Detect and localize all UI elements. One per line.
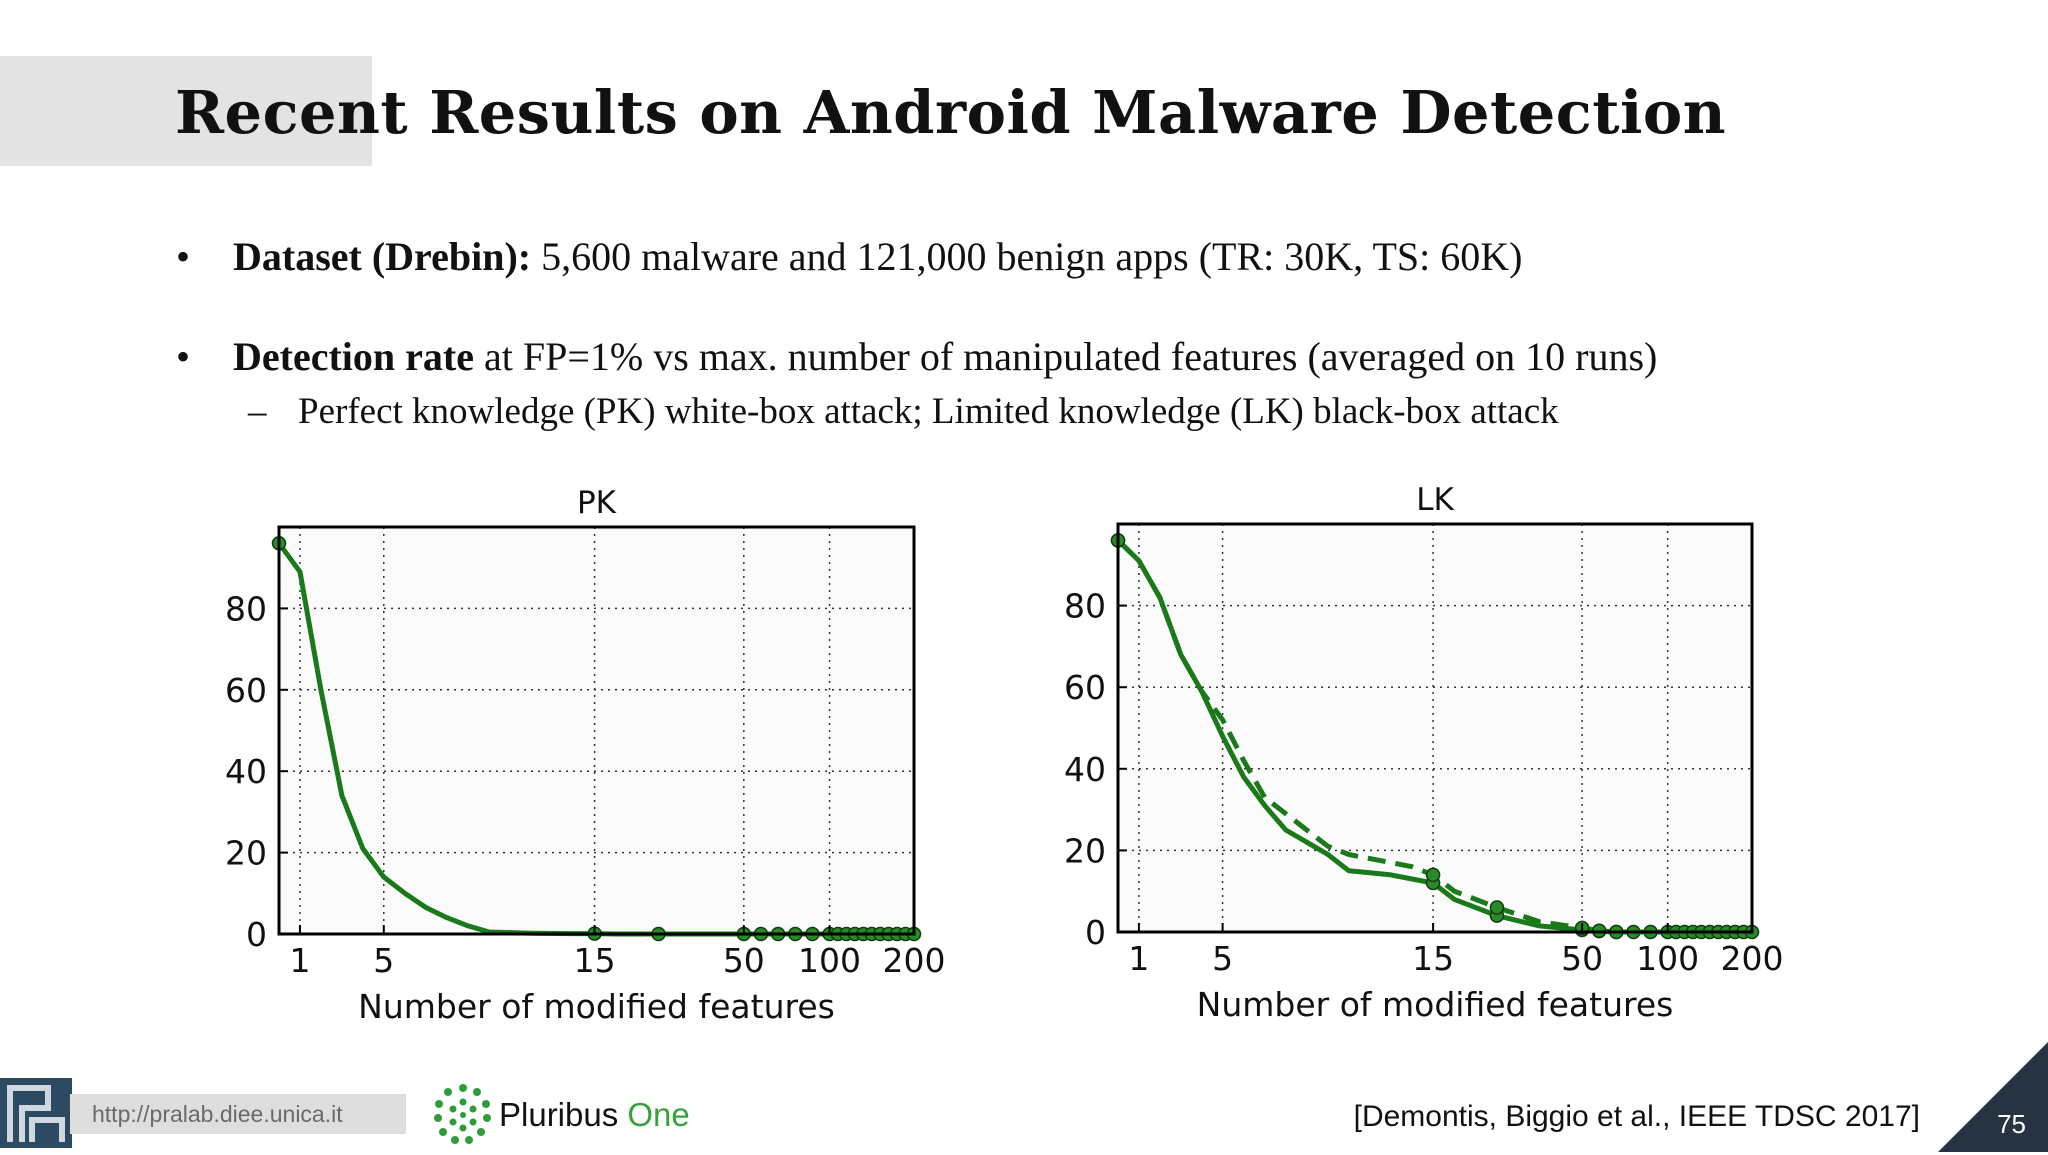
chart-lk-xtick-label: 1 [1128, 939, 1149, 978]
chart-pk-xtick-label: 200 [883, 941, 946, 980]
chart-lk-xtick-label: 15 [1412, 939, 1454, 978]
chart-lk-plot-area [1118, 524, 1752, 932]
sub-bullet-marker: – [248, 391, 267, 432]
bullet-marker: • [176, 334, 191, 379]
page-title: Recent Results on Android Malware Detect… [175, 78, 1727, 147]
chart-lk-title: LK [1416, 482, 1454, 518]
chart-pk-xtick-label: 1 [289, 941, 310, 980]
chart-lk-frame [1116, 522, 1754, 934]
chart-pk-plot-area [279, 527, 914, 934]
chart-pk-ytick-label: 80 [225, 589, 267, 628]
chart-pk-xtick-label: 100 [798, 941, 861, 980]
chart-lk-ytick-label: 0 [1085, 913, 1106, 952]
chart-pk-title: PK [577, 485, 617, 521]
chart-lk-ytick-label: 80 [1064, 587, 1106, 626]
sub-bullet-attacks: – Perfect knowledge (PK) white-box attac… [248, 390, 1559, 433]
bullet-detection-label: Detection rate [233, 334, 474, 379]
chart-pk-xtick-label: 15 [574, 941, 616, 980]
chart-pk-ytick-label: 40 [225, 752, 267, 791]
chart-pk-frame [277, 525, 916, 936]
chart-pk-ytick-label: 60 [225, 671, 267, 710]
chart-lk-ytick-label: 60 [1064, 668, 1106, 707]
chart-lk-xaxis-label: Number of modified features [1197, 985, 1674, 1024]
chart-lk-ytick-label: 40 [1064, 750, 1106, 789]
chart-pk-xaxis-label: Number of modified features [358, 987, 835, 1026]
chart-pk-ytick-label: 0 [246, 915, 267, 954]
title-banner [0, 56, 372, 166]
bullet-detection: • Detection rate at FP=1% vs max. number… [176, 333, 1658, 380]
chart-lk-marker [1489, 900, 1505, 915]
chart-lk-xtick-label: 100 [1636, 939, 1699, 978]
bullet-dataset-text: 5,600 malware and 121,000 benign apps (T… [531, 234, 1523, 279]
citation: [Demontis, Biggio et al., IEEE TDSC 2017… [1353, 1100, 1920, 1133]
sub-bullet-text: Perfect knowledge (PK) white-box attack;… [298, 391, 1559, 432]
corner-decoration [1938, 1042, 2048, 1152]
chart-lk-xtick-label: 200 [1721, 939, 1784, 978]
pluribus-icon [434, 1084, 491, 1144]
chart-lk-marker [1425, 867, 1441, 883]
pluribus-one-logo: Pluribus One [433, 1082, 690, 1148]
bullet-marker: • [176, 234, 191, 279]
chart-pk-ytick-label: 20 [225, 834, 267, 873]
chart-lk-ytick-label: 20 [1064, 831, 1106, 870]
chart-lk-xtick-label: 50 [1561, 939, 1603, 978]
page-number: 75 [1997, 1109, 2026, 1139]
footer-url-link[interactable]: http://pralab.diee.unica.it [70, 1094, 406, 1134]
pluribus-wordmark: Pluribus One [499, 1096, 690, 1133]
chart-pk-xtick-label: 5 [373, 941, 394, 980]
pralab-logo [0, 1070, 72, 1150]
bullet-dataset-label: Dataset (Drebin): [233, 234, 532, 279]
bullet-dataset: • Dataset (Drebin): 5,600 malware and 12… [176, 233, 1523, 280]
bullet-detection-text: at FP=1% vs max. number of manipulated f… [473, 334, 1658, 379]
chart-pk-xtick-label: 50 [723, 941, 765, 980]
chart-lk-xtick-label: 5 [1212, 939, 1233, 978]
